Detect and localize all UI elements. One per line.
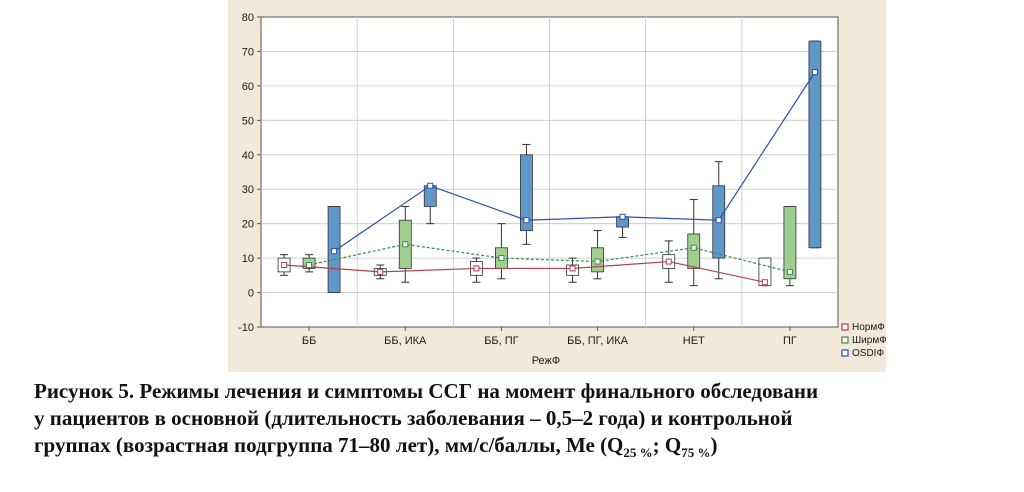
median-line-2	[308, 243, 791, 273]
median-marker-1	[665, 258, 672, 265]
median-marker-3	[715, 217, 722, 224]
y-tick-label: 50	[242, 115, 254, 127]
box-plot-chart: -10 0 10 20 30 40 50 60 70 80 ББ ББ, ИКА ББ, ПГ ББ, …	[238, 12, 886, 367]
legend-swatch	[841, 323, 849, 331]
caption-line-2: у пациентов в основной (длительность заб…	[34, 406, 793, 430]
x-axis-ticks: ББ ББ, ИКА ББ, ПГ ББ, ПГ, ИКА НЕТ ПГ	[302, 327, 797, 347]
y-axis-ticks: -10 0 10 20 30 40 50 60 70 80	[238, 12, 261, 334]
x-tick-label: ББ	[302, 335, 316, 347]
x-tick-label: ББ, ПГ, ИКА	[567, 335, 628, 347]
legend-label: OSDIФ	[852, 348, 884, 359]
median-marker-1	[761, 279, 768, 286]
chart-figure: -10 0 10 20 30 40 50 60 70 80 ББ ББ, ИКА ББ, ПГ ББ, …	[228, 0, 886, 372]
median-line-3	[333, 71, 816, 252]
caption-line-3: группах (возрастная подгруппа 71–80 лет)…	[34, 432, 1019, 459]
legend-label: ШирмФ	[852, 335, 886, 346]
y-tick-label: 20	[242, 219, 254, 231]
median-marker-3	[523, 217, 530, 224]
box-3-6	[808, 40, 822, 249]
y-tick-label: 0	[248, 288, 254, 300]
legend-label: НормФ	[852, 322, 885, 333]
box-plot-boxes	[277, 40, 822, 294]
caption-line-3-separator: ; Q	[652, 433, 682, 457]
x-tick-label: НЕТ	[683, 335, 705, 347]
median-marker-2	[306, 262, 313, 268]
median-marker-2	[786, 268, 793, 275]
legend-swatch	[841, 336, 849, 344]
median-line-1	[284, 260, 766, 283]
box-1-6	[758, 257, 772, 287]
median-marker-2	[690, 244, 697, 251]
median-marker-2	[402, 241, 409, 248]
box-2-5	[687, 199, 701, 287]
x-tick-label: ПГ	[783, 335, 797, 347]
y-tick-label: -10	[238, 322, 254, 334]
x-tick-label: ББ, ИКА	[384, 335, 427, 347]
y-tick-label: 60	[242, 81, 254, 93]
median-marker-2	[594, 258, 601, 265]
median-marker-1	[377, 268, 384, 275]
interquartile-box	[758, 257, 772, 287]
caption-line-3-text: группах (возрастная подгруппа 71–80 лет)…	[34, 433, 624, 457]
interquartile-box	[687, 233, 701, 269]
caption-line-1: Рисунок 5. Режимы лечения и симптомы ССГ…	[34, 379, 819, 403]
box-3-3	[520, 143, 533, 245]
median-marker-1	[473, 265, 480, 272]
y-tick-label: 80	[242, 12, 254, 24]
x-axis-title: РежФ	[532, 355, 561, 367]
median-marker-1	[569, 265, 576, 272]
interquartile-box	[783, 206, 797, 280]
figure-caption: Рисунок 5. Режимы лечения и симптомы ССГ…	[34, 378, 1019, 459]
caption-line-3-end: )	[710, 433, 718, 457]
median-marker-2	[498, 255, 505, 262]
legend: НормФ ШирмФ OSDIФ	[841, 322, 886, 359]
box-3-2	[423, 185, 437, 225]
median-marker-3	[619, 213, 626, 220]
median-marker-3	[427, 182, 434, 189]
y-tick-label: 10	[242, 253, 254, 265]
legend-swatch	[841, 349, 849, 357]
interquartile-box	[520, 154, 533, 231]
median-lines	[284, 71, 816, 283]
median-marker-1	[281, 262, 288, 268]
y-tick-label: 40	[242, 150, 254, 162]
x-tick-label: ББ, ПГ	[484, 335, 518, 347]
interquartile-box	[808, 40, 822, 249]
caption-subscript-q75: 75 %	[681, 445, 711, 459]
y-tick-label: 70	[242, 46, 254, 58]
grid-lines	[261, 17, 838, 327]
box-2-6	[783, 205, 797, 287]
median-marker-3	[331, 248, 338, 255]
y-tick-label: 30	[242, 184, 254, 196]
caption-subscript-q25: 25 %	[623, 445, 653, 459]
median-marker-3	[811, 69, 818, 76]
median-markers	[281, 69, 818, 286]
